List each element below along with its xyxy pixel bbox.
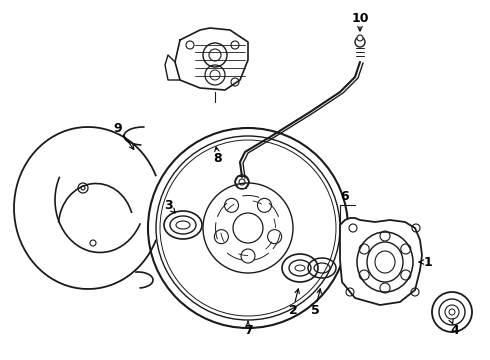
Text: 7: 7 [244, 324, 252, 337]
Text: 1: 1 [424, 256, 432, 269]
Text: 4: 4 [451, 324, 459, 337]
Polygon shape [340, 218, 422, 305]
Text: 10: 10 [351, 12, 369, 24]
Text: 5: 5 [311, 303, 319, 316]
Circle shape [357, 35, 363, 41]
Circle shape [355, 37, 365, 47]
Text: 2: 2 [289, 303, 297, 316]
Text: 8: 8 [214, 152, 222, 165]
Text: 3: 3 [164, 198, 172, 212]
Text: 6: 6 [341, 189, 349, 202]
Text: 9: 9 [114, 122, 122, 135]
Ellipse shape [357, 232, 413, 292]
